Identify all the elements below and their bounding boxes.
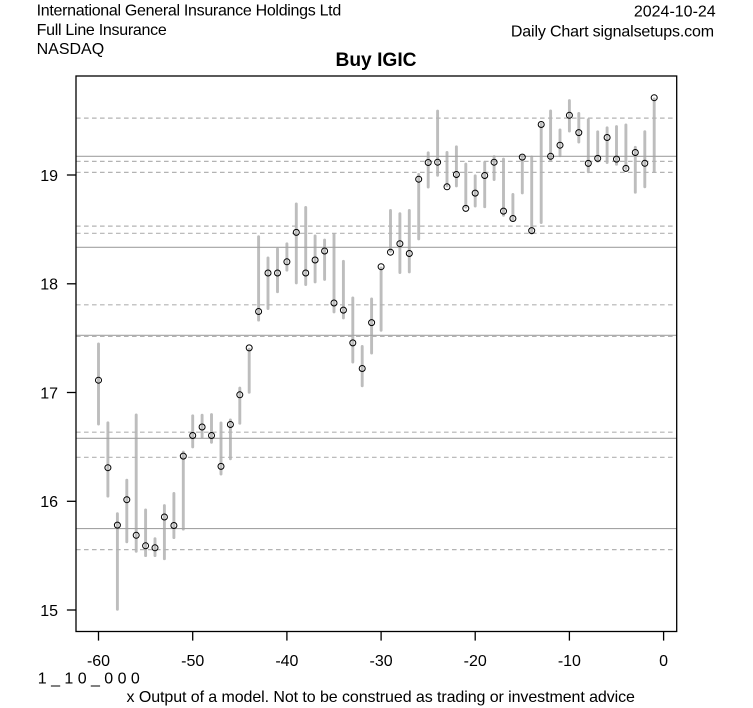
svg-text:International General Insuranc: International General Insurance Holdings… (37, 3, 341, 20)
svg-text:16: 16 (40, 494, 58, 511)
svg-text:-60: -60 (87, 653, 110, 670)
svg-text:0: 0 (659, 653, 668, 670)
svg-text:17: 17 (40, 385, 58, 402)
svg-text:-30: -30 (370, 653, 393, 670)
svg-text:2024-10-24: 2024-10-24 (634, 3, 716, 20)
svg-text:-10: -10 (558, 653, 581, 670)
svg-text:-50: -50 (181, 653, 204, 670)
svg-text:Buy IGIC: Buy IGIC (335, 50, 416, 71)
svg-text:Daily Chart signalsetups.com: Daily Chart signalsetups.com (511, 23, 714, 40)
svg-text:-40: -40 (275, 653, 298, 670)
svg-text:x Output of a model. Not to be: x Output of a model. Not to be construed… (127, 689, 635, 706)
svg-text:NASDAQ: NASDAQ (37, 41, 105, 58)
svg-text:18: 18 (40, 277, 58, 294)
svg-text:19: 19 (40, 168, 58, 185)
svg-text:1_10_000: 1_10_000 (38, 671, 144, 688)
svg-text:-20: -20 (464, 653, 487, 670)
svg-text:Full Line Insurance: Full Line Insurance (37, 22, 167, 39)
svg-text:15: 15 (40, 603, 58, 620)
